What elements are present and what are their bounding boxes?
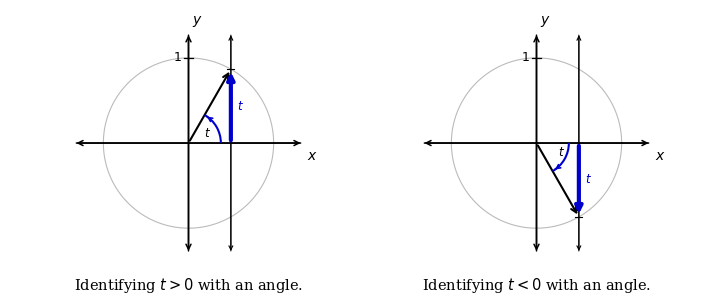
Text: $x$: $x$	[307, 149, 318, 163]
Text: Identifying $t < 0$ with an angle.: Identifying $t < 0$ with an angle.	[422, 276, 651, 295]
Text: $y$: $y$	[192, 14, 202, 29]
Text: $t$: $t$	[558, 146, 565, 159]
Text: $t$: $t$	[237, 100, 244, 113]
Text: $t$: $t$	[585, 173, 592, 187]
Text: $y$: $y$	[540, 14, 550, 29]
Text: 1: 1	[522, 51, 530, 64]
Text: $x$: $x$	[655, 149, 666, 163]
Text: 1: 1	[174, 51, 182, 64]
Text: Identifying $t > 0$ with an angle.: Identifying $t > 0$ with an angle.	[74, 276, 303, 295]
Text: $t$: $t$	[204, 127, 211, 140]
